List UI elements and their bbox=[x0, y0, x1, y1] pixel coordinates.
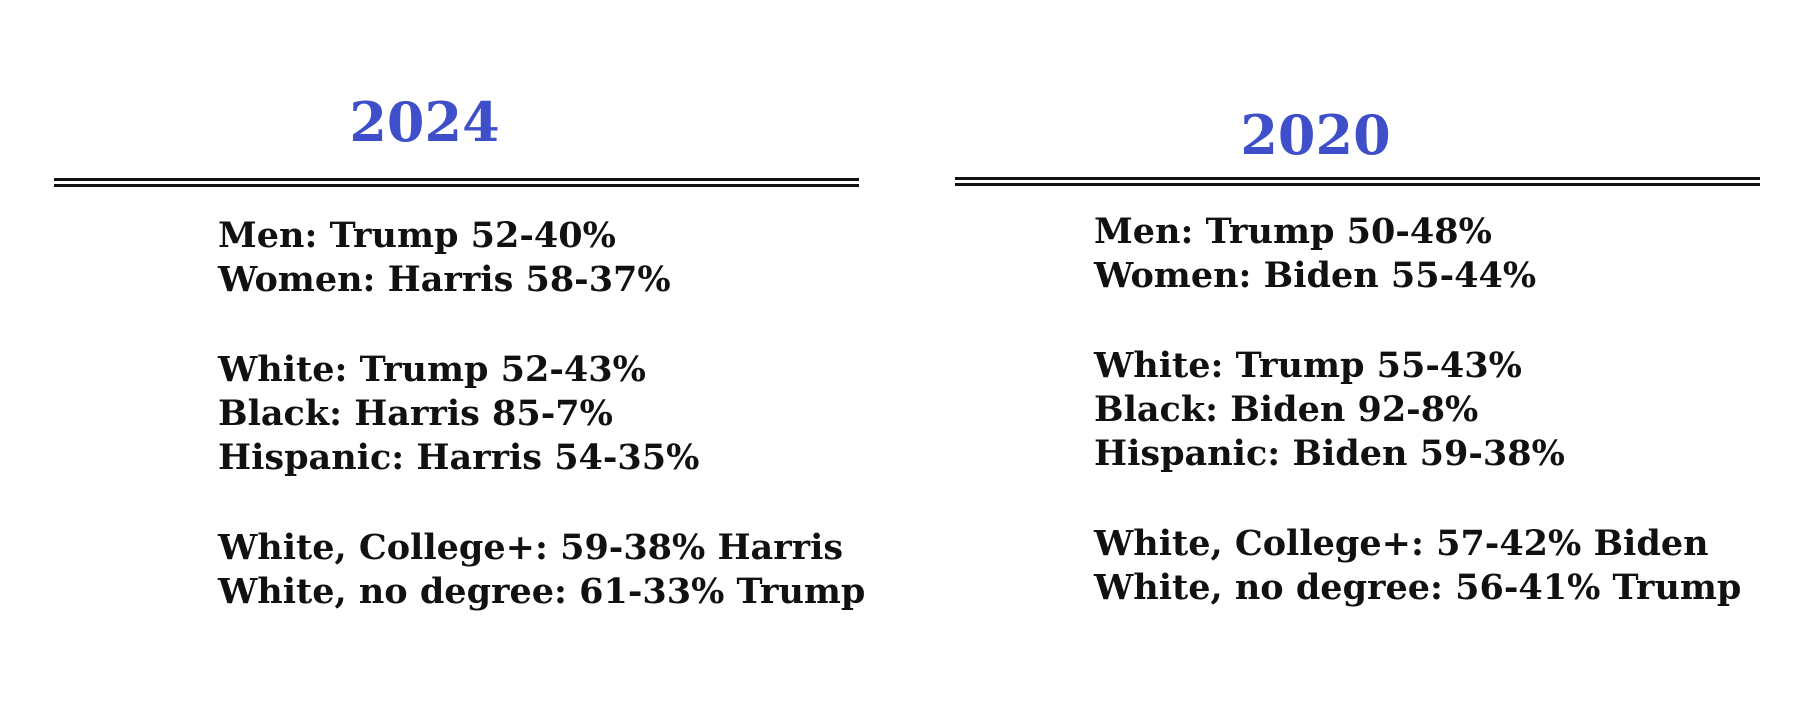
stat-hispanic: Hispanic: Harris 54-35% bbox=[218, 437, 700, 478]
gender-group: Men: Trump 52-40% Women: Harris 58-37% bbox=[218, 214, 865, 302]
race-group: White: Trump 52-43% Black: Harris 85-7% … bbox=[218, 348, 865, 480]
double-rule-divider bbox=[54, 178, 859, 187]
stat-white: White: Trump 55-43% bbox=[1094, 345, 1522, 386]
stat-women: Women: Harris 58-37% bbox=[218, 259, 671, 300]
year-title-2024: 2024 bbox=[349, 90, 500, 154]
education-group: White, College+: 59-38% Harris White, no… bbox=[218, 526, 865, 614]
stat-black: Black: Biden 92-8% bbox=[1094, 389, 1479, 430]
stat-white-college: White, College+: 57-42% Biden bbox=[1094, 523, 1709, 564]
education-group: White, College+: 57-42% Biden White, no … bbox=[1094, 522, 1741, 610]
stat-black: Black: Harris 85-7% bbox=[218, 393, 613, 434]
stat-white-college: White, College+: 59-38% Harris bbox=[218, 527, 844, 568]
stat-men: Men: Trump 50-48% bbox=[1094, 211, 1492, 252]
stat-white-no-degree: White, no degree: 61-33% Trump bbox=[218, 571, 866, 612]
stat-white-no-degree: White, no degree: 56-41% Trump bbox=[1094, 567, 1742, 608]
stat-men: Men: Trump 52-40% bbox=[218, 215, 616, 256]
stats-list-2024: Men: Trump 52-40% Women: Harris 58-37% W… bbox=[218, 214, 865, 614]
race-group: White: Trump 55-43% Black: Biden 92-8% H… bbox=[1094, 344, 1741, 476]
double-rule-divider bbox=[955, 177, 1760, 186]
gender-group: Men: Trump 50-48% Women: Biden 55-44% bbox=[1094, 210, 1741, 298]
stats-list-2020: Men: Trump 50-48% Women: Biden 55-44% Wh… bbox=[1094, 210, 1741, 610]
year-title-2020: 2020 bbox=[1240, 103, 1391, 167]
panel-2020: 2020 Men: Trump 50-48% Women: Biden 55-4… bbox=[955, 0, 1760, 713]
panel-2024: 2024 Men: Trump 52-40% Women: Harris 58-… bbox=[54, 0, 865, 713]
stat-hispanic: Hispanic: Biden 59-38% bbox=[1094, 433, 1565, 474]
stat-women: Women: Biden 55-44% bbox=[1094, 255, 1537, 296]
stat-white: White: Trump 52-43% bbox=[218, 349, 646, 390]
